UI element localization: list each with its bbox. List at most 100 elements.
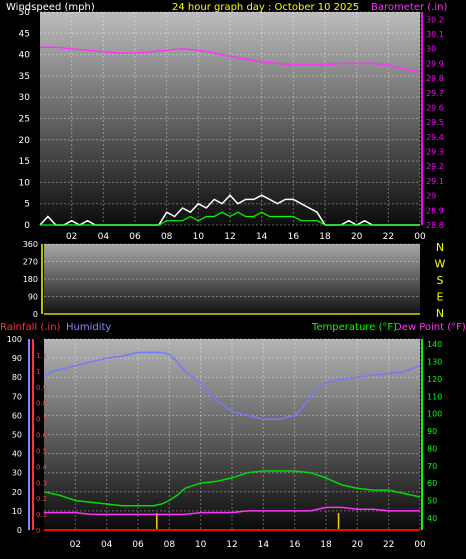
rainfall-tick-label: 0.9 — [36, 384, 47, 392]
rainfall-tick-label: 0 — [36, 527, 40, 535]
humidity-tick-label: 50 — [12, 431, 22, 440]
rainfall-tick-label: 0.8 — [36, 400, 47, 408]
temperature-tick-label: 80 — [427, 444, 437, 453]
wind-x-tick-label: 08 — [161, 232, 173, 242]
barometer-tick-label: 29.3 — [426, 148, 444, 157]
barometer-tick-label: 28.8 — [426, 221, 444, 230]
windspeed-tick-label: 30 — [19, 93, 31, 103]
barometer-tick-label: 29.7 — [426, 89, 444, 98]
wind-x-tick-label: 00 — [414, 232, 426, 242]
rainfall-tick-label: 0.4 — [36, 463, 48, 471]
rainfall-tick-label: 0.7 — [36, 416, 47, 424]
humidity-tick-label: 0 — [17, 526, 22, 535]
rainfall-tick-label: 1.1 — [36, 352, 47, 360]
direction-tick-label: 90 — [28, 293, 38, 302]
temp-x-tick-label: 18 — [320, 540, 332, 550]
compass-direction-label: W — [435, 258, 446, 271]
temp-x-tick-label: 16 — [289, 540, 301, 550]
barometer-tick-label: 29.6 — [426, 103, 444, 112]
temp-x-tick-label: 12 — [226, 540, 237, 550]
compass-direction-label: E — [437, 291, 444, 304]
humidity-tick-label: 40 — [12, 450, 22, 459]
windspeed-tick-label: 5 — [24, 200, 30, 210]
temp-x-tick-label: 02 — [70, 540, 81, 550]
barometer-tick-label: 29.4 — [426, 133, 444, 142]
humidity-tick-label: 80 — [12, 373, 22, 382]
temperature-tick-label: 140 — [427, 340, 442, 349]
rainfall-tick-label: 0.2 — [36, 495, 47, 503]
rainfall-tick-label: 0.3 — [36, 479, 47, 487]
wind-x-tick-label: 12 — [224, 232, 235, 242]
windspeed-tick-label: 10 — [19, 178, 31, 188]
humidity-tick-label: 10 — [12, 507, 22, 516]
barometer-tick-label: 29.1 — [426, 177, 444, 186]
humidity-tick-label: 90 — [12, 354, 22, 363]
wind-direction-plot-area — [44, 244, 420, 314]
rainfall-axis-label: Rainfall (.in) — [0, 322, 61, 333]
humidity-tick-label: 20 — [12, 488, 22, 497]
humidity-line — [43, 351, 421, 420]
barometer-tick-label: 30.2 — [426, 15, 444, 24]
humidity-tick-label: 60 — [12, 411, 22, 420]
dew-point-line — [44, 506, 420, 516]
wind-x-tick-label: 20 — [351, 232, 363, 242]
humidity-tick-label: 100 — [7, 335, 22, 344]
direction-tick-label: 0 — [33, 310, 38, 319]
temperature-tick-label: 60 — [427, 479, 437, 488]
barometer-tick-label: 29.9 — [426, 59, 444, 68]
rainfall-tick-label: 0.6 — [36, 432, 48, 440]
temperature-tick-label: 120 — [427, 375, 442, 384]
rainfall-tick-label: 0.1 — [36, 511, 47, 519]
barometer-tick-label: 29.8 — [426, 74, 444, 83]
barometer-tick-label: 30.1 — [426, 30, 444, 39]
chart-title: 24 hour graph day : October 10 2025 — [172, 2, 359, 13]
temperature-tick-label: 90 — [427, 427, 437, 436]
temperature-tick-label: 40 — [427, 514, 437, 523]
wind-x-tick-label: 06 — [129, 232, 141, 242]
temp-x-tick-label: 06 — [132, 540, 144, 550]
windspeed-tick-label: 45 — [19, 29, 30, 39]
wind-x-tick-label: 04 — [98, 232, 110, 242]
humidity-tick-label: 70 — [12, 392, 22, 401]
humidity-tick-label: 30 — [12, 469, 22, 478]
barometer-tick-label: 30 — [426, 45, 436, 54]
windspeed-tick-label: 15 — [19, 157, 30, 167]
barometer-line — [40, 46, 421, 73]
temp-x-tick-label: 08 — [164, 540, 176, 550]
barometer-axis-label: Barometer (.in) — [371, 2, 447, 13]
direction-tick-label: 270 — [23, 258, 38, 267]
temp-x-tick-label: 00 — [414, 540, 426, 550]
temperature-tick-label: 100 — [427, 410, 442, 419]
wind-x-tick-label: 22 — [383, 232, 394, 242]
temp-x-tick-label: 22 — [383, 540, 394, 550]
windspeed-tick-label: 35 — [19, 72, 30, 82]
windspeed-tick-label: 40 — [19, 51, 31, 61]
temp-x-tick-label: 14 — [258, 540, 270, 550]
dewpoint-axis-label: Dew Point (°F) — [394, 322, 466, 333]
rainfall-tick-label: 1 — [36, 368, 40, 376]
temp-x-tick-label: 10 — [195, 540, 207, 550]
wind-x-tick-label: 14 — [256, 232, 268, 242]
wind-x-tick-label: 16 — [288, 232, 300, 242]
temperature-axis-label: Temperature (°F) — [311, 322, 397, 333]
windspeed-tick-label: 0 — [24, 221, 30, 231]
compass-direction-label: N — [436, 307, 444, 320]
windspeed-tick-label: 20 — [19, 136, 31, 146]
windspeed-tick-label: 25 — [19, 115, 30, 125]
direction-tick-label: 180 — [23, 275, 38, 284]
direction-tick-label: 360 — [23, 240, 38, 249]
temperature-tick-label: 110 — [427, 392, 442, 401]
wind-baro-plot-area — [40, 12, 420, 225]
barometer-tick-label: 29 — [426, 192, 436, 201]
windspeed-tick-label: 50 — [19, 8, 31, 18]
wind-x-tick-label: 10 — [193, 232, 205, 242]
temp-x-tick-label: 04 — [101, 540, 113, 550]
rainfall-tick-label: 0.5 — [36, 447, 47, 455]
compass-direction-label: S — [437, 274, 444, 287]
temperature-line — [43, 470, 421, 507]
barometer-tick-label: 28.9 — [426, 206, 444, 215]
humidity-axis-label: Humidity — [66, 322, 111, 333]
temperature-tick-label: 130 — [427, 358, 442, 367]
temperature-tick-label: 50 — [427, 496, 437, 505]
